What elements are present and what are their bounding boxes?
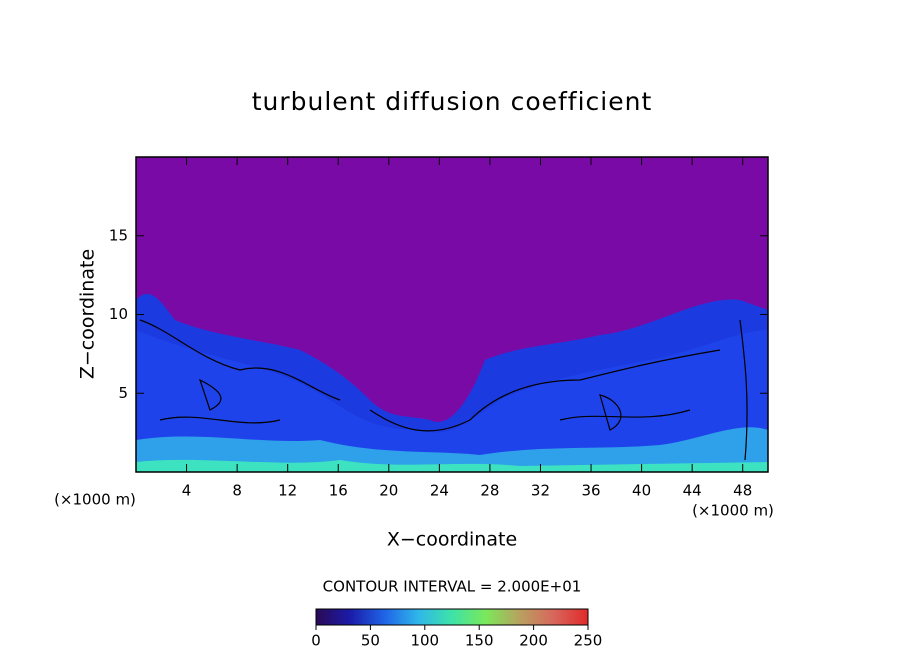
x-axis-label: X−coordinate [387, 529, 517, 551]
y-tick-label: 5 [118, 384, 128, 402]
colorbar-tick-label: 0 [311, 632, 321, 650]
x-unit-left: (×1000 m) [54, 491, 136, 509]
x-tick-label: 20 [379, 482, 398, 500]
y-tick-label: 15 [109, 226, 128, 244]
x-tick-label: 24 [430, 482, 449, 500]
x-unit: (×1000 m) [692, 502, 774, 520]
x-tick-label: 44 [683, 482, 702, 500]
x-tick-label: 28 [480, 482, 499, 500]
contour-interval: CONTOUR INTERVAL = 2.000E+01 [323, 578, 582, 596]
x-tick-label: 8 [232, 482, 242, 500]
x-tick-label: 36 [581, 482, 600, 500]
x-tick-label: 32 [531, 482, 550, 500]
field-region [136, 330, 768, 472]
colorbar-tick-label: 250 [574, 632, 603, 650]
colorbar [315, 608, 589, 626]
chart-title: turbulent diffusion coefficient [252, 87, 653, 116]
colorbar-tick-label: 50 [361, 632, 380, 650]
colorbar-tick-label: 150 [465, 632, 494, 650]
colorbar-tick-label: 200 [519, 632, 548, 650]
colorbar-tick-label: 100 [410, 632, 439, 650]
x-tick-label: 48 [733, 482, 752, 500]
contour-line [139, 319, 748, 461]
field [136, 157, 768, 472]
field-region [136, 459, 768, 472]
field-region [136, 427, 768, 472]
x-tick-label: 12 [278, 482, 297, 500]
x-tick-label: 4 [182, 482, 192, 500]
y-tick-label: 10 [109, 305, 128, 323]
y-axis-label: Z−coordinate [77, 249, 99, 379]
x-tick-label: 40 [632, 482, 651, 500]
x-tick-label: 16 [329, 482, 348, 500]
